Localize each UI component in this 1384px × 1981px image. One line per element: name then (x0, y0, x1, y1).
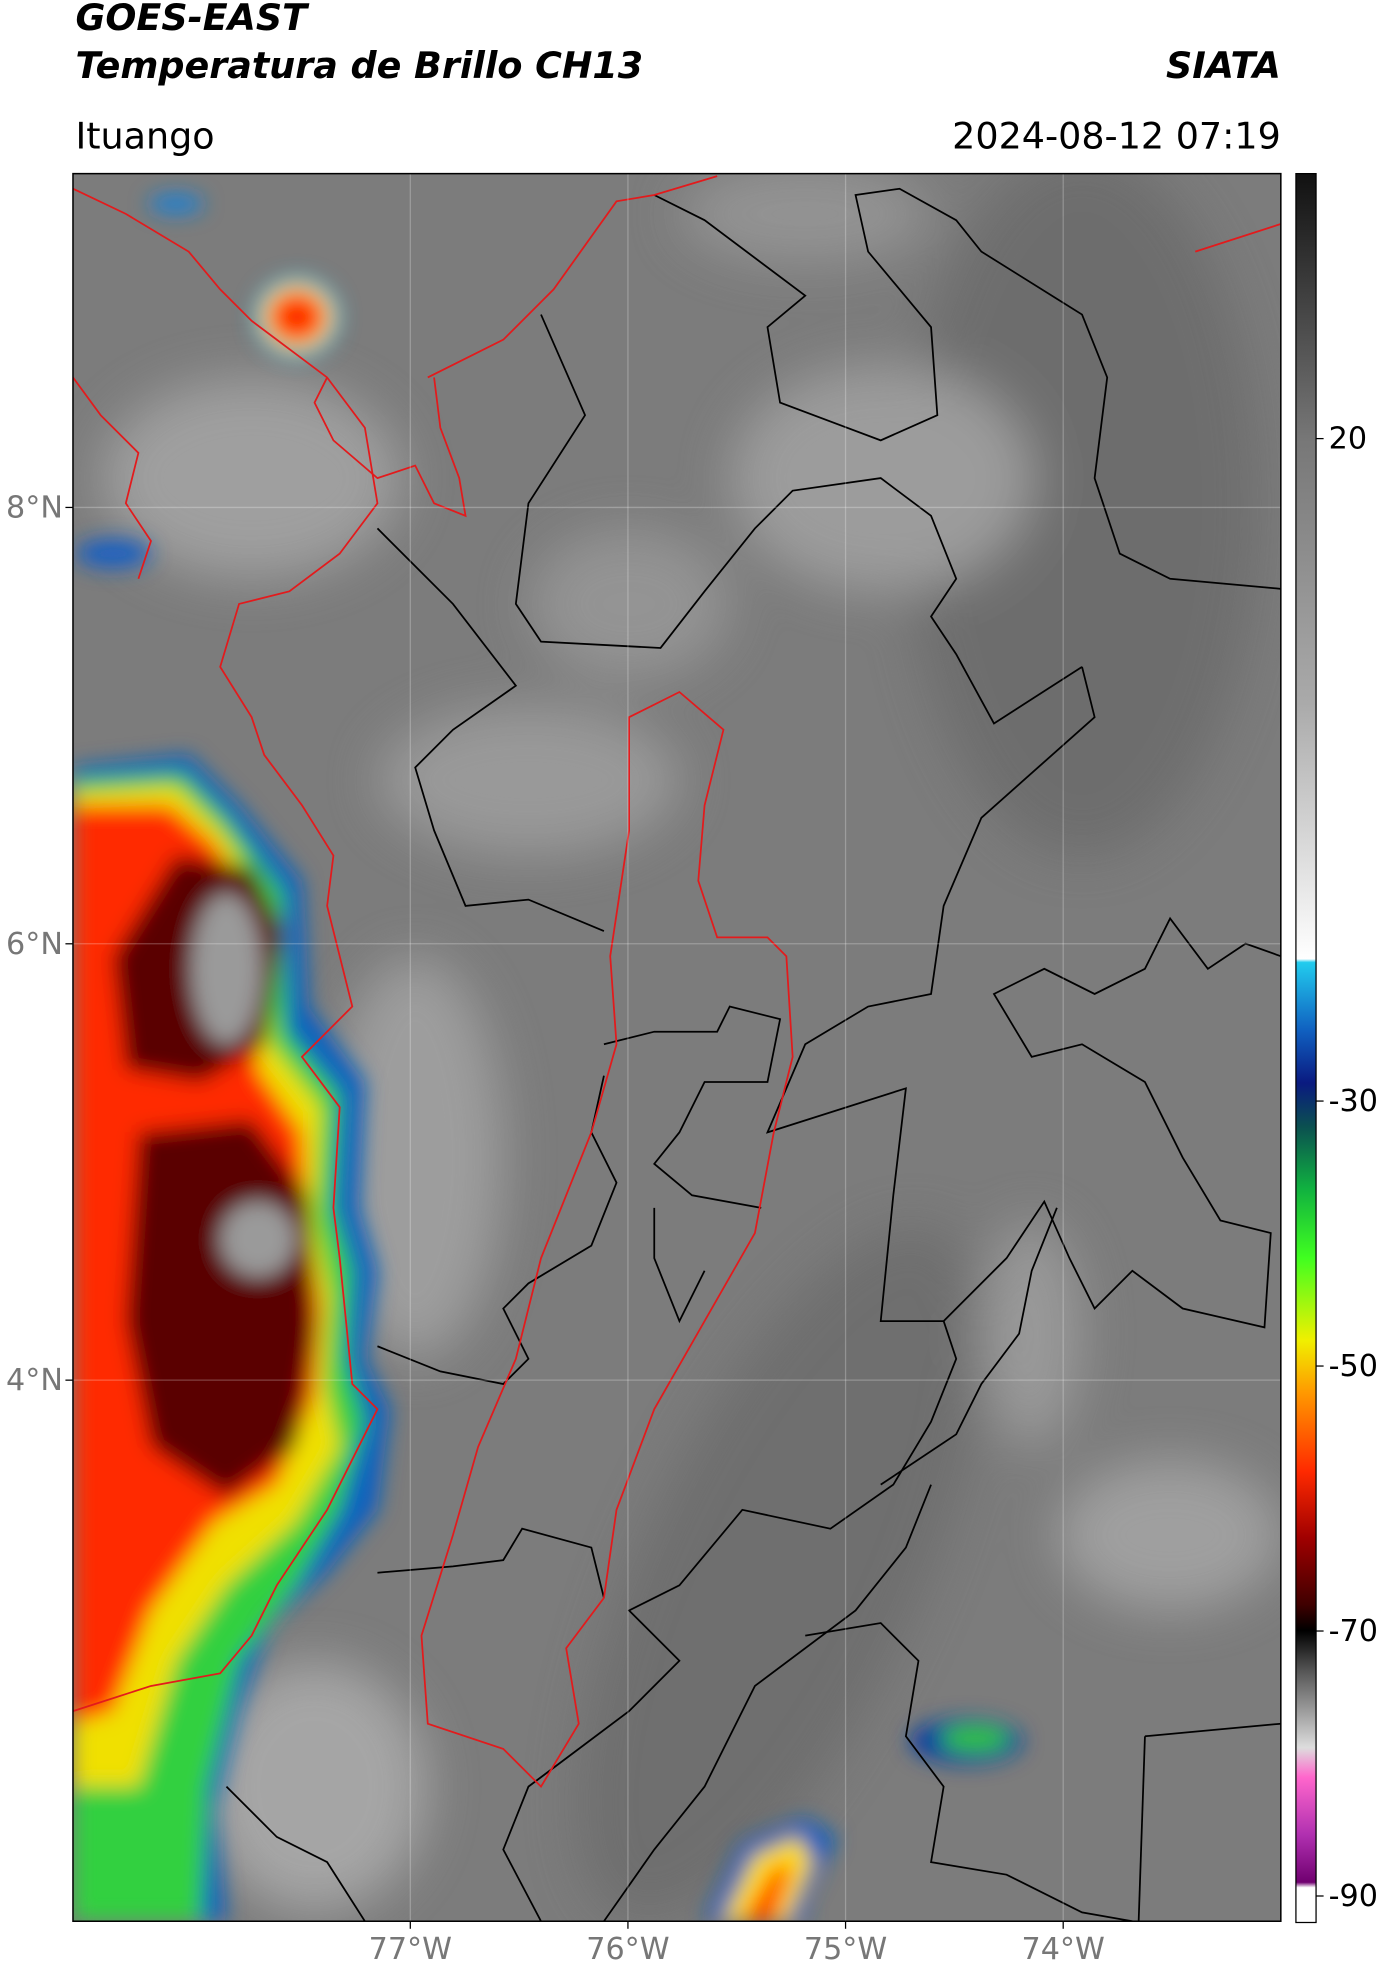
colorbar-tick-label: -90 (1329, 1879, 1378, 1914)
colorbar-tick-label: -30 (1329, 1084, 1378, 1119)
colorbar-tick-label: 20 (1329, 422, 1367, 457)
colorbar (1295, 172, 1317, 1924)
source: SIATA (1166, 44, 1281, 87)
title: GOES-EAST (75, 0, 310, 39)
timestamp: 2024-08-12 07:19 (952, 114, 1281, 157)
y-tick-label: 6°N (6, 927, 63, 962)
colorbar-tick-label: -70 (1329, 1614, 1378, 1649)
colorbar-tick-label: -50 (1329, 1349, 1378, 1384)
x-tick-label: 75°W (804, 1932, 887, 1967)
grid (72, 173, 1281, 1922)
map-frame (72, 172, 1282, 1922)
subtitle: Temperatura de Brillo CH13 (75, 44, 643, 87)
ticks: 77°W 76°W 75°W 74°W 8°N 6°N 4°N 20 -30 -50 -70 -90 (6, 422, 1378, 1967)
satellite-image (72, 173, 1281, 1922)
location: Ituango (75, 114, 214, 157)
y-tick-label: 4°N (6, 1363, 63, 1398)
x-tick-label: 76°W (586, 1932, 669, 1967)
x-tick-label: 74°W (1022, 1932, 1105, 1967)
x-tick-label: 77°W (369, 1932, 452, 1967)
y-tick-label: 8°N (6, 491, 63, 526)
